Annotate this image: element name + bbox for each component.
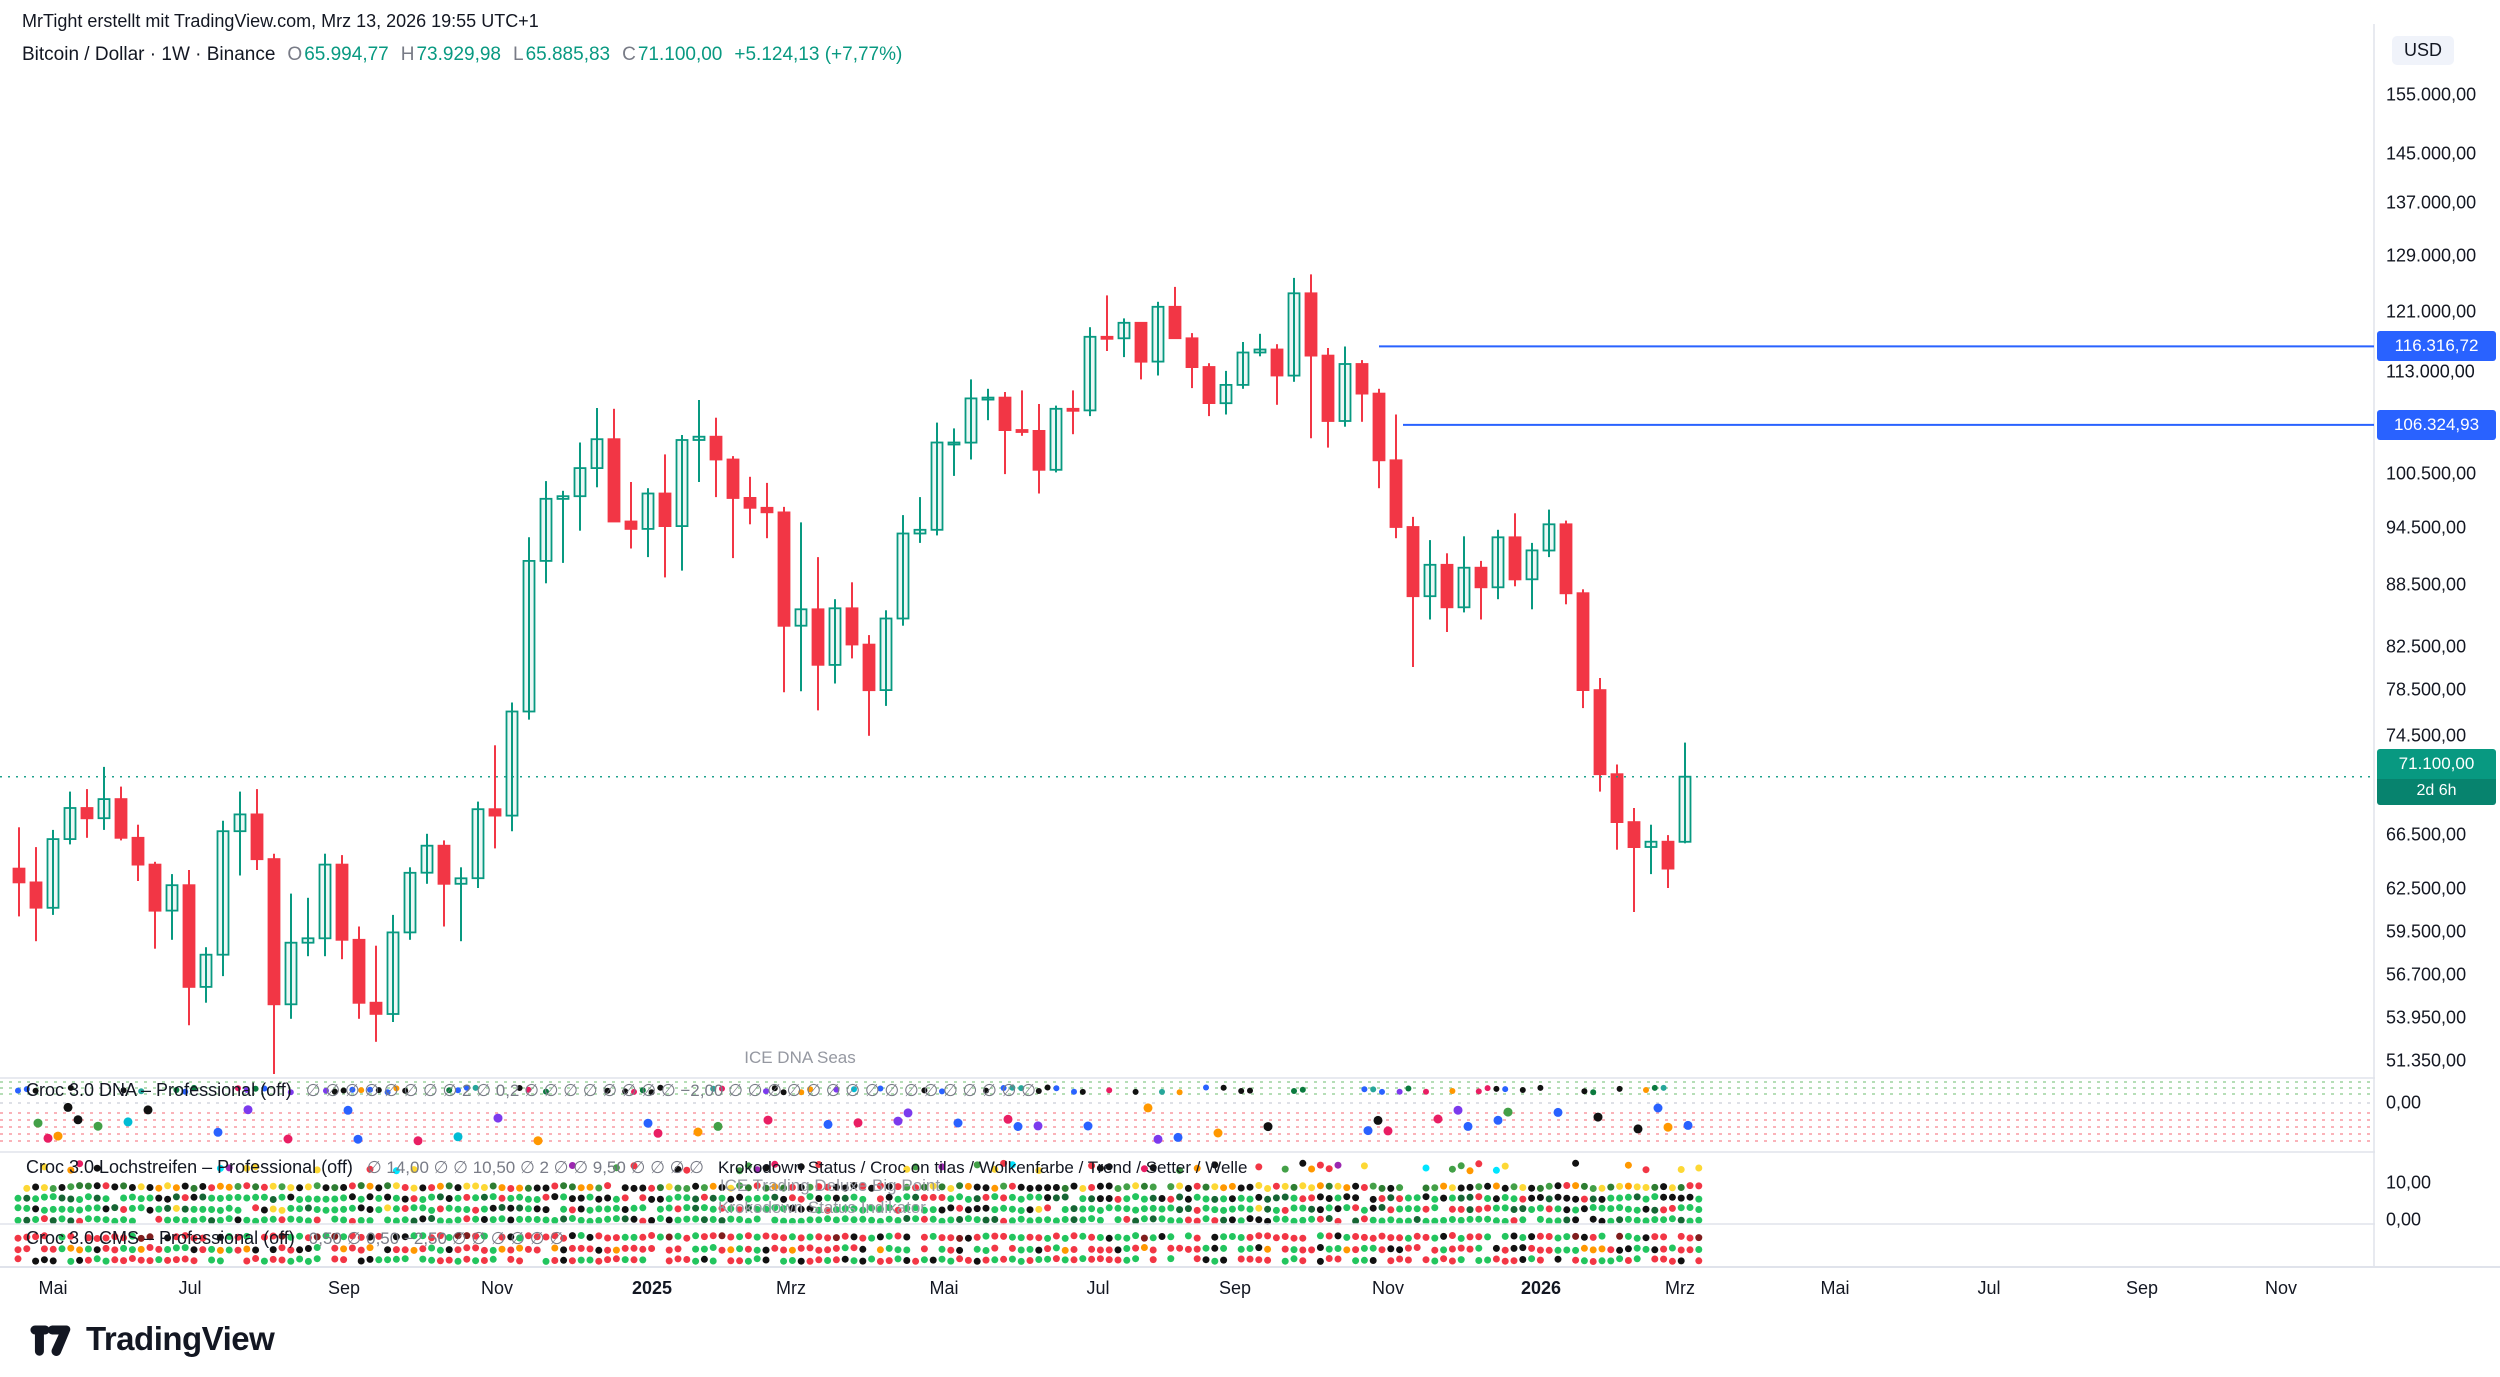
price-tick: 121.000,00	[2386, 301, 2477, 322]
price-tick: 113.000,00	[2386, 361, 2475, 382]
price-axis[interactable]	[2375, 0, 2500, 1266]
ohlc-open: O 65.994,77	[287, 44, 389, 65]
indicator-legend-cms[interactable]: Croc 3.0 CMS – Professional (off) 0,50 ∅…	[26, 1228, 564, 1249]
price-tick: 74.500,00	[2386, 725, 2467, 746]
time-label: Sep	[1218, 1278, 1252, 1298]
time-label: Mai	[1820, 1278, 1850, 1298]
time-label: Nov	[2264, 1278, 2298, 1298]
candles-group	[12, 274, 1692, 1074]
symbol-info-bar[interactable]: Bitcoin / Dollar · 1W · Binance O 65.994,…	[22, 44, 902, 66]
tradingview-logo-icon	[30, 1325, 71, 1357]
price-tick: 129.000,00	[2386, 245, 2477, 266]
symbol-title[interactable]: Bitcoin / Dollar · 1W · Binance	[22, 44, 276, 65]
currency-toggle-usd[interactable]: USD	[2392, 36, 2455, 65]
attribution-text: MrTight erstellt mit TradingView.com, Mr…	[22, 11, 539, 31]
tradingview-logo[interactable]: TradingView	[28, 1320, 275, 1358]
time-label: Jul	[1977, 1278, 2001, 1298]
price-tick: 78.500,00	[2386, 679, 2467, 700]
indicator-values-dna: ∅ ∅ ∅ ∅ ∅ ∅ ∅ ∅ 2 ∅ 0,2 ∅ ∅ ∅ ∅ ∅ ∅ ∅ ∅ …	[305, 1081, 1036, 1100]
ohlc-low: L 65.885,83	[513, 44, 611, 65]
price-tick: 0,00	[2386, 1209, 2422, 1230]
price-tick: 51.350,00	[2386, 1050, 2467, 1071]
level-price-badge-1: 116.316,72	[2377, 331, 2496, 362]
main-chart-pane[interactable]	[0, 70, 2374, 1078]
ohlc-close: C 71.100,00	[622, 44, 723, 65]
last-price-value: 71.100,00	[2377, 748, 2496, 779]
time-label: Mai	[38, 1278, 68, 1298]
price-tick: 56.700,00	[2386, 964, 2467, 984]
price-tick: 88.500,00	[2386, 574, 2467, 595]
price-tick: 66.500,00	[2386, 824, 2467, 845]
time-label: Jul	[178, 1278, 202, 1298]
price-tick: 155.000,00	[2386, 84, 2477, 105]
watermark-ice-dna-seas: ICE DNA Seas	[744, 1048, 856, 1067]
time-label: Mai	[929, 1278, 959, 1298]
indicator-title-dna[interactable]: Croc 3.0 DNA – Professional (off)	[26, 1080, 292, 1100]
time-label: Sep	[2125, 1278, 2159, 1298]
ohlc-high: H 73.929,98	[400, 44, 501, 65]
tradingview-logo-text: TradingView	[86, 1320, 275, 1357]
watermark-ice-trading-deluxe: ICE Trading Deluxe Big Point	[719, 1176, 941, 1195]
bar-countdown: 2d 6h	[2377, 778, 2496, 805]
indicator-title-cms[interactable]: Croc 3.0 CMS – Professional (off)	[26, 1228, 295, 1248]
price-tick: 82.500,00	[2386, 636, 2467, 657]
time-label: 2026	[1520, 1278, 1562, 1298]
price-tick: 94.500,00	[2386, 517, 2467, 538]
indicator-values-cms: 0,50 ∅ 0,50 −2,50 ∅ ∅ ∅ ∅ ∅ ∅	[308, 1229, 565, 1248]
last-price-badge: 71.100,00 2d 6h	[2377, 748, 2496, 805]
price-tick: 0,00	[2386, 1092, 2422, 1113]
indicator-values-lochstreifen: ∅ 14,00 ∅ ∅ 10,50 ∅ 2 ∅ ∅ 9,50 ∅ ∅ ∅ ∅	[366, 1158, 704, 1177]
price-tick: 62.500,00	[2386, 878, 2467, 899]
indicator-title-lochstreifen[interactable]: Croc 3.0 Lochstreifen – Professional (of…	[26, 1157, 353, 1177]
time-label: Mrz	[1665, 1278, 1695, 1298]
time-label: Nov	[1371, 1278, 1405, 1298]
time-label: Mrz	[776, 1278, 806, 1298]
price-tick: 59.500,00	[2386, 921, 2467, 942]
price-change: +5.124,13 (+7,77%)	[734, 44, 903, 65]
price-tick: 53.950,00	[2386, 1007, 2467, 1028]
price-tick: 10,00	[2386, 1172, 2432, 1193]
price-tick: 145.000,00	[2386, 143, 2477, 164]
indicator-subtitle-lochstreifen: Krokodown Status / Croc on tilas / Wolke…	[717, 1158, 1248, 1177]
price-tick: 137.000,00	[2386, 192, 2477, 213]
indicator-legend-lochstreifen[interactable]: Croc 3.0 Lochstreifen – Professional (of…	[26, 1157, 1247, 1178]
price-tick: 100.500,00	[2386, 463, 2477, 484]
time-label: 2025	[631, 1278, 673, 1298]
time-label: Jul	[1086, 1278, 1110, 1298]
time-axis[interactable]: Mai Jul Sep Nov 2025 Mrz Mai Jul Sep Nov 2026 Mrz Ma…	[0, 1266, 2500, 1318]
time-label: Sep	[327, 1278, 361, 1298]
indicator-dot-matrix	[14, 1084, 1703, 1265]
indicator-legend-dna[interactable]: Croc 3.0 DNA – Professional (off) ∅ ∅ ∅ …	[26, 1080, 1036, 1101]
level-price-badge-2: 106.324,93	[2377, 409, 2496, 440]
watermark-krokodown-status: Krokodown Status Indikator	[718, 1198, 926, 1217]
time-label: Nov	[480, 1278, 514, 1298]
